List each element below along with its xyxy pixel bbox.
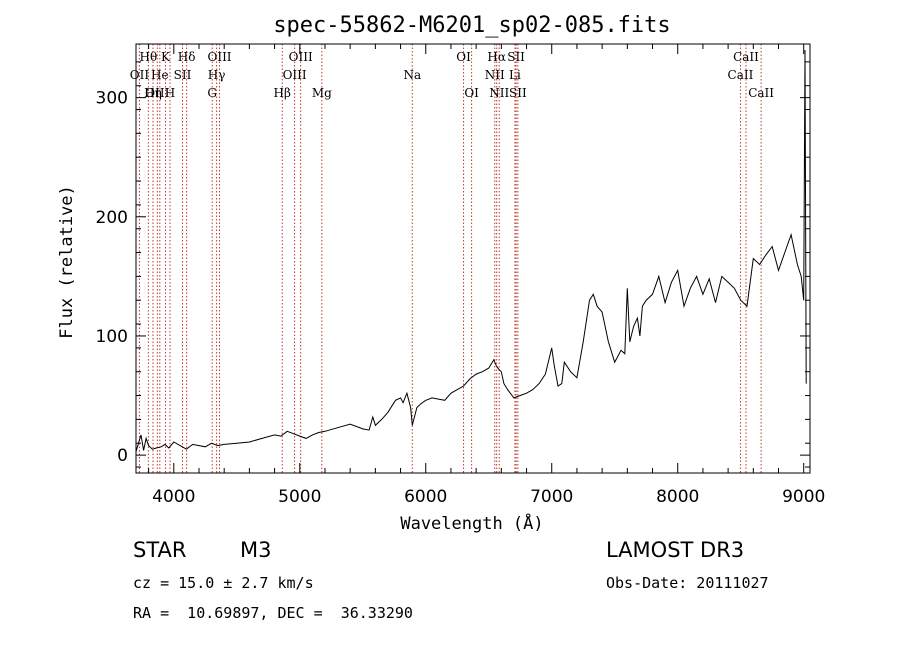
x-axis-ticks: 4000 5000 6000 7000 8000 9000 <box>148 44 825 507</box>
line-label: Hβ <box>274 86 291 100</box>
chart-background <box>0 0 900 540</box>
y-axis-ticks: 0 100 200 300 <box>96 61 810 468</box>
observation-date: Obs-Date: 20111027 <box>606 574 769 592</box>
line-label: SII <box>174 68 192 82</box>
line-label: Hη <box>144 86 162 100</box>
x-tick-label: 8000 <box>656 487 699 507</box>
redshift-velocity: cz = 15.0 ± 2.7 km/s <box>133 574 314 592</box>
spectral-line-markers <box>138 44 762 473</box>
line-label: Hθ <box>139 50 157 64</box>
sky-coordinates: RA = 10.69897, DEC = 36.33290 <box>133 604 413 622</box>
line-label: CaII <box>728 68 754 82</box>
line-label: Mg <box>312 86 332 100</box>
y-tick-label: 200 <box>96 208 128 228</box>
line-label: SII <box>507 50 525 64</box>
x-tick-label: 6000 <box>404 487 447 507</box>
line-label: G <box>207 86 217 100</box>
x-tick-label: 4000 <box>152 487 195 507</box>
chart-title: spec-55862-M6201_sp02-085.fits <box>273 13 670 38</box>
line-label: Hδ <box>178 50 196 64</box>
line-label: Hγ <box>208 68 226 82</box>
line-label: Na <box>403 68 421 82</box>
x-tick-label: 9000 <box>782 487 825 507</box>
y-tick-label: 0 <box>117 446 128 466</box>
line-label: CaII <box>733 50 759 64</box>
x-tick-label: 5000 <box>278 487 321 507</box>
y-tick-label: 100 <box>96 327 128 347</box>
line-label: OIII <box>283 68 307 82</box>
line-label: OII <box>130 68 150 82</box>
line-label: K <box>161 50 171 64</box>
line-label: CaII <box>748 86 774 100</box>
line-label: OI <box>456 50 471 64</box>
line-label: OIII <box>289 50 313 64</box>
line-label: NII <box>485 68 505 82</box>
line-label: Hα <box>487 50 506 64</box>
line-label: Li <box>509 68 521 82</box>
y-tick-label: 300 <box>96 89 128 109</box>
line-label: SII <box>509 86 527 100</box>
x-axis-label: Wavelength (Å) <box>400 512 543 534</box>
spectrum-chart: spec-55862-M6201_sp02-085.fits Hθ OII OIII… <box>0 0 900 540</box>
line-label: OIII <box>207 50 231 64</box>
object-class: STAR <box>133 538 187 562</box>
spectrum-line <box>135 49 807 452</box>
x-tick-label: 7000 <box>530 487 573 507</box>
survey-name: LAMOST DR3 <box>606 538 745 562</box>
y-axis-label: Flux (relative) <box>57 185 77 339</box>
line-label: OIII <box>145 86 169 100</box>
object-subclass: M3 <box>240 538 272 562</box>
line-label: H <box>165 86 175 100</box>
line-label: OI <box>464 86 479 100</box>
line-label: NII <box>489 86 509 100</box>
plot-frame <box>135 43 811 474</box>
line-label: He <box>151 68 169 82</box>
